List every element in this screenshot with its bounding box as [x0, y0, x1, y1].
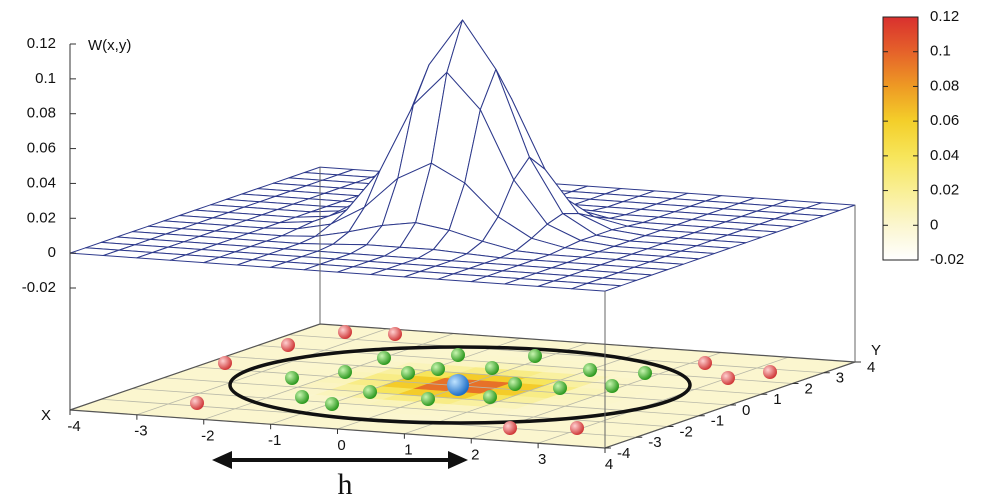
particle	[401, 366, 415, 380]
colorbar-tick-label: 0.02	[930, 182, 959, 199]
arrow-head	[448, 451, 468, 469]
particle	[377, 351, 391, 365]
y-tick-label: -3	[648, 434, 661, 451]
y-tick-label: -1	[711, 413, 724, 430]
z-tick-label: 0.1	[35, 70, 56, 87]
colorbar-tick-label: 0.04	[930, 147, 959, 164]
z-tick-label: 0.12	[27, 35, 56, 52]
particle	[281, 338, 295, 352]
y-tick-label: 4	[867, 359, 875, 376]
z-tick-label: 0.06	[27, 140, 56, 157]
arrow-head	[212, 451, 232, 469]
colorbar-tick-label: 0.12	[930, 8, 959, 25]
particle	[421, 392, 435, 406]
particle	[295, 390, 309, 404]
z-tick-label: 0	[48, 244, 56, 261]
x-tick-label: 0	[337, 437, 345, 454]
colorbar-tick-label: -0.02	[930, 251, 964, 268]
particle	[605, 379, 619, 393]
colorbar: -0.02 0 0.02 0.04 0.06 0.08 0.1 0.12	[883, 8, 964, 268]
particle	[338, 325, 352, 339]
particle	[583, 363, 597, 377]
z-axis-label: W(x,y)	[88, 37, 131, 54]
y-tick-label: 2	[805, 380, 813, 397]
y-tick-label: 1	[773, 391, 781, 408]
y-tick-label: 0	[742, 402, 750, 419]
central-particle	[447, 374, 469, 396]
particle	[570, 421, 584, 435]
z-tick-label: 0.04	[27, 174, 56, 191]
colorbar-tick-label: 0	[930, 216, 938, 233]
x-tick-label: -3	[134, 423, 147, 440]
colorbar-tick-label: 0.06	[930, 112, 959, 129]
chart: -0.0200.020.040.060.080.10.12-4-3-2-1012…	[0, 0, 990, 502]
x-tick-label: -2	[201, 427, 214, 444]
x-tick-label: 4	[605, 456, 613, 473]
z-tick-label: 0.08	[27, 105, 56, 122]
colorbar-tick-label: 0.08	[930, 77, 959, 94]
particle	[325, 397, 339, 411]
particle	[363, 385, 377, 399]
particle	[483, 390, 497, 404]
h-annotation: h	[212, 451, 468, 501]
particle	[528, 349, 542, 363]
x-tick-label: 1	[404, 442, 412, 459]
particle	[763, 365, 777, 379]
h-label: h	[338, 468, 353, 501]
x-tick-label: 2	[471, 446, 479, 463]
x-axis-label: X	[41, 407, 51, 424]
particle	[553, 381, 567, 395]
x-tick-label: -4	[67, 418, 80, 435]
particle	[190, 396, 204, 410]
y-tick-label: -4	[617, 445, 630, 462]
particle	[485, 361, 499, 375]
colorbar-tick-label: 0.1	[930, 43, 951, 60]
particle	[698, 356, 712, 370]
particle	[388, 327, 402, 341]
y-tick-label: -2	[680, 423, 693, 440]
z-tick-label: 0.02	[27, 209, 56, 226]
particle	[508, 377, 522, 391]
particle	[338, 365, 352, 379]
y-tick-label: 3	[836, 370, 844, 387]
particle	[451, 348, 465, 362]
colorbar-fill	[883, 17, 918, 260]
particle	[721, 371, 735, 385]
x-tick-label: 3	[538, 451, 546, 468]
particle	[431, 362, 445, 376]
surface	[70, 20, 855, 291]
particle	[638, 366, 652, 380]
particle	[285, 371, 299, 385]
x-tick-label: -1	[268, 432, 281, 449]
page: -0.0200.020.040.060.080.10.12-4-3-2-1012…	[0, 0, 990, 502]
particle	[503, 421, 517, 435]
y-axis-label: Y	[871, 342, 881, 359]
z-tick-label: -0.02	[22, 279, 56, 296]
particle	[218, 356, 232, 370]
